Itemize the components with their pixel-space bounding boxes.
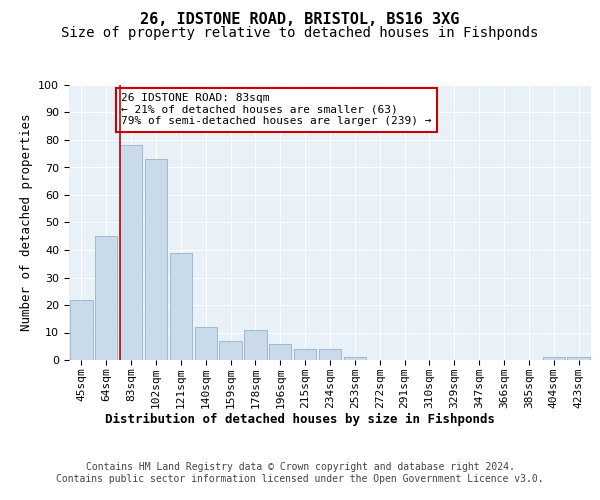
Bar xyxy=(344,357,366,360)
Text: 26, IDSTONE ROAD, BRISTOL, BS16 3XG: 26, IDSTONE ROAD, BRISTOL, BS16 3XG xyxy=(140,12,460,28)
Bar xyxy=(170,253,192,360)
Bar xyxy=(194,327,217,360)
Text: Size of property relative to detached houses in Fishponds: Size of property relative to detached ho… xyxy=(61,26,539,40)
Bar xyxy=(120,146,142,360)
Text: Distribution of detached houses by size in Fishponds: Distribution of detached houses by size … xyxy=(105,412,495,426)
Text: Contains HM Land Registry data © Crown copyright and database right 2024.
Contai: Contains HM Land Registry data © Crown c… xyxy=(56,462,544,484)
Text: 26 IDSTONE ROAD: 83sqm
← 21% of detached houses are smaller (63)
79% of semi-det: 26 IDSTONE ROAD: 83sqm ← 21% of detached… xyxy=(121,93,432,126)
Bar xyxy=(319,349,341,360)
Bar xyxy=(294,349,316,360)
Bar xyxy=(269,344,292,360)
Bar xyxy=(95,236,118,360)
Bar xyxy=(220,341,242,360)
Bar xyxy=(542,357,565,360)
Bar xyxy=(70,300,92,360)
Bar xyxy=(145,159,167,360)
Bar xyxy=(244,330,266,360)
Bar xyxy=(568,357,590,360)
Y-axis label: Number of detached properties: Number of detached properties xyxy=(20,114,33,331)
